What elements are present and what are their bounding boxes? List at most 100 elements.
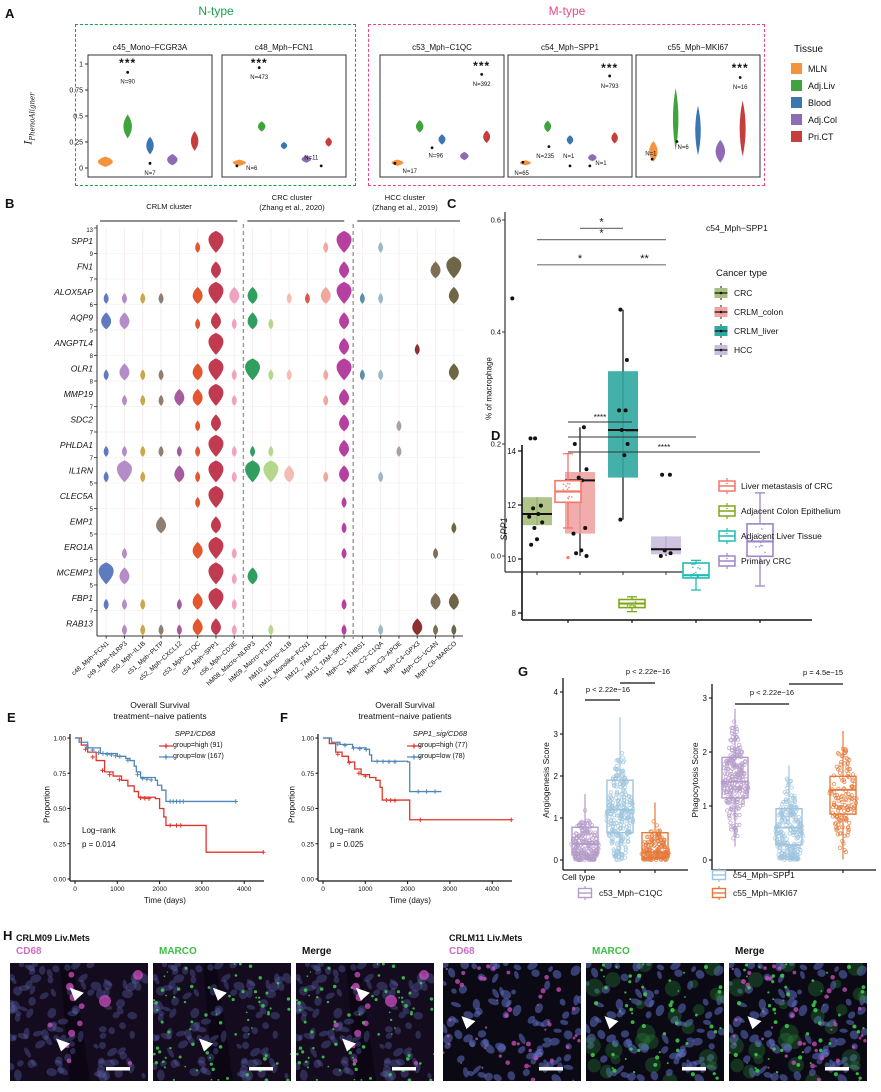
adjcol-label: Adj.Col — [808, 114, 838, 125]
violin — [611, 132, 618, 144]
svg-text:0.75: 0.75 — [53, 771, 66, 778]
svg-text:13: 13 — [86, 228, 93, 234]
gene-violin — [208, 536, 224, 559]
subplot-title-c54: c54_Mph−SPP1 — [540, 43, 600, 52]
prict-swatch — [791, 131, 802, 142]
svg-text:N=235: N=235 — [536, 154, 555, 160]
gene-violin — [339, 388, 350, 406]
arrowhead-icon — [56, 1038, 71, 1052]
svg-text:0.5: 0.5 — [73, 114, 83, 121]
svg-text:EMP1: EMP1 — [70, 516, 93, 526]
crlm09-marco-label: MARCO — [159, 946, 197, 957]
gene-violin — [247, 312, 258, 330]
tissue-legend-item-prict: Pri.CT — [791, 131, 834, 142]
gene-violin — [231, 547, 237, 559]
gene-violin — [208, 562, 224, 585]
adjcol-swatch — [791, 114, 802, 125]
legend-c53-label: c53_Mph−C1QC — [599, 888, 663, 898]
adjliv-label: Adj.Liv — [808, 80, 836, 91]
crlm09-cd68-label: CD68 — [16, 946, 42, 957]
gene-violin — [286, 369, 292, 381]
svg-text:1.00: 1.00 — [53, 736, 66, 743]
gene-violin — [140, 369, 146, 381]
gene-violin — [158, 394, 164, 406]
panel-g-label: G — [518, 664, 529, 679]
micro-image-1-Merge — [729, 963, 867, 1081]
svg-text:0: 0 — [703, 856, 708, 865]
gene-violin — [247, 567, 258, 585]
violin — [257, 121, 266, 132]
panel-b: SPP1 FN1 ALOX5AP AQP9 ANGPTL4 OLR1 MMP19 SDC2 PH… — [53, 220, 463, 690]
legend-adj-liver-label: Adjacent Liver Tissue — [741, 531, 822, 541]
tissue-legend-item-blood: Blood — [791, 97, 831, 108]
micro-image-1-CD68 — [443, 963, 581, 1081]
gene-violin — [448, 363, 459, 381]
gene-violin — [103, 445, 109, 457]
gene-violin — [359, 292, 365, 304]
scale-bar — [106, 1067, 130, 1071]
svg-text:0.50: 0.50 — [53, 806, 66, 813]
gene-violin — [119, 363, 130, 381]
gene-violin — [210, 516, 221, 534]
panel-km-e: 1.00 0.75 0.50 0.25 0.00 0 1000 2000 3000 4000 — [53, 734, 266, 893]
gene-violin — [208, 460, 224, 483]
gene-violin — [176, 624, 182, 636]
legend-crc-label: CRC — [734, 288, 753, 298]
gene-violin — [101, 312, 112, 330]
boxplot-HCC — [651, 472, 681, 575]
gene-violin — [210, 261, 221, 279]
gene-violin — [208, 587, 224, 610]
gene-violin — [341, 624, 347, 636]
svg-text:*: * — [599, 216, 604, 228]
gene-violin — [412, 618, 423, 636]
gene-violin — [451, 522, 457, 534]
gene-violin — [231, 394, 237, 406]
gene-violin — [446, 256, 462, 279]
gene-violin — [176, 598, 182, 610]
panel-f-title-line2: treatment−naive patients — [358, 711, 452, 721]
panel-e-x-axis-label: Time (days) — [144, 896, 186, 905]
score-group-1 — [772, 765, 805, 873]
scale-bar — [825, 1067, 849, 1071]
gene-violin — [339, 414, 350, 432]
gene-violin — [231, 445, 237, 457]
legend-c55-label: c55_Mph−MKI67 — [733, 888, 798, 898]
angio-pvalue-right: p < 2.22e−16 — [625, 667, 671, 676]
svg-text:OLR1: OLR1 — [71, 363, 93, 373]
gene-violin — [304, 292, 310, 304]
gene-violin — [339, 337, 350, 355]
panel-e-legend-title: SPP1/CD68 — [174, 729, 216, 738]
panel-g-legend — [577, 868, 727, 900]
gene-violin — [176, 445, 182, 457]
panel-e-label: E — [7, 710, 16, 725]
panel-b-label: B — [5, 196, 15, 211]
legend-c54-label: c54_Mph−SPP1 — [733, 870, 795, 880]
svg-text:0: 0 — [321, 886, 325, 893]
svg-text:***: *** — [732, 61, 749, 75]
svg-text:N=7: N=7 — [144, 171, 156, 177]
panel-a-y-axis-label: IPhenoAligner — [24, 69, 37, 169]
gene-violin — [231, 318, 237, 330]
svg-text:CLEC5A: CLEC5A — [60, 491, 93, 501]
svg-text:*: * — [578, 253, 583, 265]
gene-violin — [158, 624, 164, 636]
gene-violin — [448, 592, 459, 610]
crc-cluster-header: CRC cluster (Zhang et al., 2020) — [242, 193, 342, 213]
crc-header-line2: (Zhang et al., 2020) — [259, 202, 325, 212]
micro-image-0-MARCO — [153, 963, 291, 1081]
gene-violin — [121, 598, 127, 610]
violin — [280, 142, 288, 150]
svg-text:5: 5 — [90, 584, 94, 590]
gene-violin — [192, 388, 203, 406]
svg-text:3: 3 — [703, 694, 708, 703]
gene-violin — [341, 598, 347, 610]
violin — [695, 105, 701, 156]
boxplot-Adjacent Liver Tissue — [682, 559, 710, 623]
crlm11-title: CRLM11 Liv.Mets — [449, 933, 523, 943]
gene-violin — [359, 369, 365, 381]
violin — [190, 131, 199, 151]
violin — [672, 87, 679, 151]
gene-violin — [208, 434, 224, 457]
tissue-legend-item-adjliv: Adj.Liv — [791, 80, 835, 91]
gene-violin — [192, 618, 203, 636]
